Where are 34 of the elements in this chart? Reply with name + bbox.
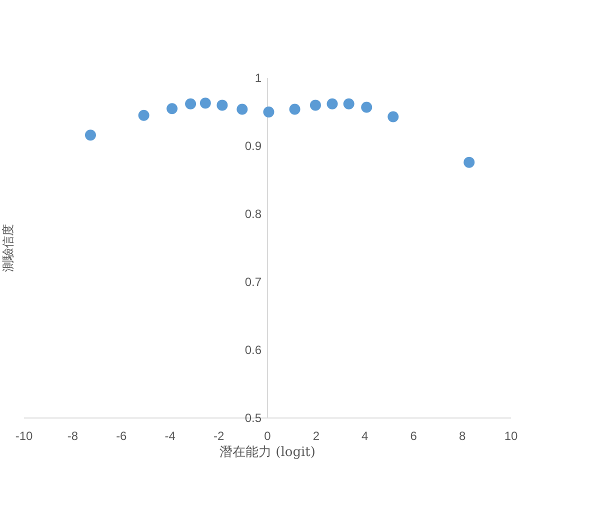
point: [326, 98, 338, 110]
x-tick-label: 10: [504, 429, 518, 443]
y-tick-label: 0.5: [244, 411, 262, 425]
x-tick-label: -2: [213, 429, 224, 443]
point: [84, 130, 96, 141]
point: [464, 156, 475, 168]
x-tick-label: 0: [264, 429, 272, 443]
x-tick-label: 4: [362, 429, 369, 443]
point: [263, 106, 274, 118]
point: [216, 100, 228, 111]
y-tick-label: 0.9: [244, 139, 262, 153]
point: [185, 98, 196, 110]
x-tick-label: 6: [410, 429, 418, 443]
point: [166, 103, 178, 114]
point: [200, 98, 211, 109]
point: [138, 110, 150, 121]
point: [388, 111, 399, 122]
y-tick-label: 0.8: [244, 207, 262, 221]
x-tick-label: -10: [15, 429, 33, 443]
y-tick-label: 1: [254, 71, 262, 85]
x-tick-label: 2: [312, 429, 320, 443]
y-tick-label: 0.7: [244, 275, 262, 289]
x-tick-label: -6: [116, 429, 128, 443]
x-tick-label: -4: [164, 429, 176, 443]
x-axis-title: 潛在能力 (logit): [220, 445, 316, 460]
point: [236, 104, 248, 115]
x-tick-label: 8: [458, 429, 466, 443]
point: [343, 98, 354, 110]
point: [310, 100, 321, 111]
y-axis-title: 測驗信度: [1, 224, 15, 272]
y-tick-label: 0.6: [244, 343, 262, 357]
point: [361, 102, 372, 113]
point: [289, 104, 300, 115]
x-tick-label: -8: [67, 429, 78, 443]
